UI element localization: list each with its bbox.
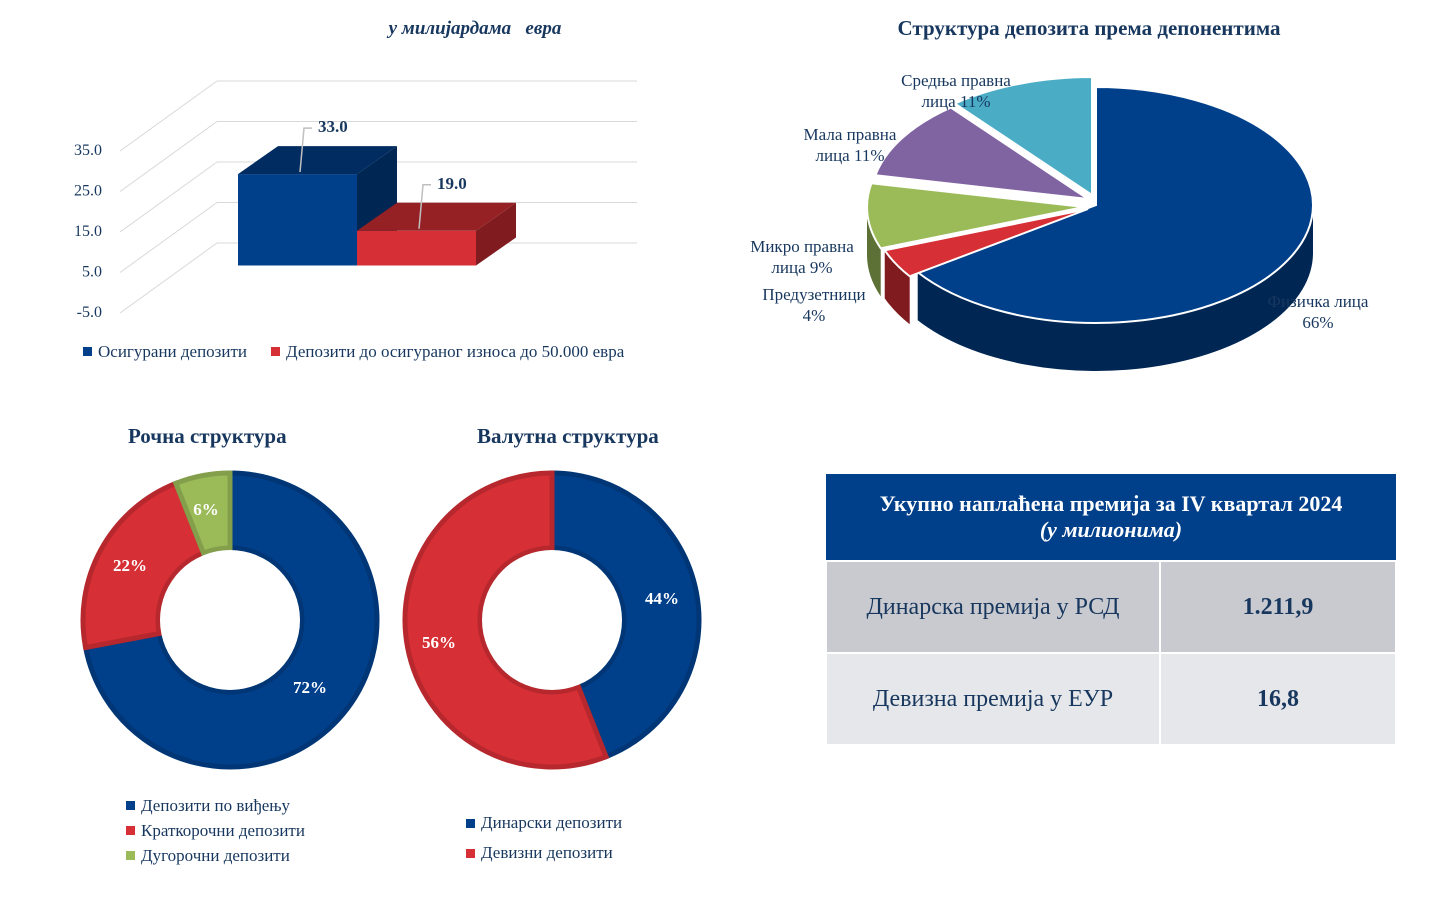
gridline-depth [119,121,218,192]
table-row: Девизна премија у ЕУР 16,8 [825,652,1397,746]
donut-slice [172,470,233,557]
legend-swatch [126,801,135,810]
pie3d-label: Средња правна [901,71,1011,90]
legend-label: Осигурани депозити [98,341,248,361]
insured-deposits-chart: 35.0 25.0 15.0 5.0 -5.0 33.0 19.0 у милијарда… [0,0,700,380]
pie3d-label: Микро правна [750,237,854,256]
pie3d-label-value: лица 11% [921,92,990,111]
pie3d-slice [874,106,1089,200]
y-tick-label: 5.0 [82,264,102,281]
donut-slice [80,480,207,651]
legend-swatch [126,851,135,860]
currency-donut-svg: 44% 56% [402,470,702,770]
premium-value-dinar: 1.211,9 [1159,560,1397,654]
bar-data-label: 33.0 [318,117,348,136]
legend-swatch [271,347,281,356]
legend-item-short-term: Краткорочни депозити [126,818,305,843]
donut-slice [549,470,702,760]
gridline-depth [119,202,218,273]
legend-label: Краткорочни депозити [141,820,305,840]
y-tick-label: 15.0 [74,223,102,240]
donut-slice [82,470,380,770]
pie3d-slice [952,75,1093,197]
donut-data-label: 56% [422,633,456,652]
table-row: Динарска премија у РСД 1.211,9 [825,560,1397,654]
premium-label-fx: Девизна премија у ЕУР [825,652,1161,746]
pie3d-svg: Структура депозита према депонентима Физ… [750,16,1369,371]
depositors-structure-chart: Структура депозита према депонентима Физ… [700,0,1436,400]
donut-data-label: 6% [193,500,219,519]
donut-data-label: 22% [113,556,147,575]
pie3d-slice-side [917,205,1313,371]
pie3d-slice [883,208,1089,278]
currency-chart-title: Валутна структура [477,424,659,448]
pie3d-slice [866,182,1085,250]
bar-chart-svg: 35.0 25.0 15.0 5.0 -5.0 33.0 19.0 у милијарда… [74,18,637,321]
maturity-legend: Депозити по виђењу Краткорочни депозити … [126,793,305,868]
pie3d-slice [915,85,1314,324]
bar-chart-legend: Осигурани депозити Депозити до осигурано… [83,339,624,364]
pie3d-label: Физичка лица [1268,292,1369,311]
donut-hole [160,550,300,690]
legend-swatch [466,818,475,828]
bar-front [357,230,476,266]
legend-item-sight: Депозити по виђењу [126,793,305,818]
legend-label: Депозити по виђењу [141,795,291,815]
legend-label: Депозити до осигураног износа до 50.000 … [286,341,625,361]
donut-hole [482,550,622,690]
legend-item-insured: Осигурани депозити [83,339,247,364]
bar-chart-title: у милијардама евра [387,18,562,39]
pie3d-label: Предузетници [762,285,865,304]
premium-value-fx: 16,8 [1159,652,1397,746]
y-tick-label: 35.0 [74,142,102,159]
bar-label-leader [299,127,312,173]
bar-side [476,202,516,266]
y-tick-label: -5.0 [77,304,102,321]
legend-item-dinar: Динарски депозити [466,808,622,838]
pie3d-label: Мала правна [804,125,897,144]
legend-swatch [126,826,135,835]
bar-front [238,174,357,266]
y-tick-label: 25.0 [74,183,102,200]
donut-slice [402,470,610,770]
bar-label-leader [418,184,431,229]
maturity-donut-svg: 72% 22% 6% [80,470,380,770]
gridline-depth [119,80,218,152]
pie3d-slice-side [884,250,910,325]
gridline-depth [119,242,218,314]
bar-data-label: 19.0 [437,174,467,193]
pie3d-label-value: лица 11% [815,146,884,165]
currency-donut: 44% 56% [382,455,722,795]
premium-subtitle-text: (у милионима) [1039,517,1183,542]
pie3d-label-value: 66% [1302,313,1333,332]
premium-label-dinar: Динарска премија у РСД [825,560,1161,654]
premium-title-text: Укупно наплаћена премија за IV квартал 2… [879,491,1343,516]
legend-label: Дугорочни депозити [141,845,290,865]
depositors-chart-title: Структура депозита према депонентима [898,16,1281,40]
gridline-depth [119,161,218,233]
maturity-donut: 72% 22% 6% [60,455,400,795]
legend-label: Динарски депозити [481,813,623,832]
legend-swatch [466,848,475,858]
premium-table-title: Укупно наплаћена премија за IV квартал 2… [826,474,1396,561]
legend-item-long-term: Дугорочни депозити [126,843,305,868]
premium-table: Укупно наплаћена премија за IV квартал 2… [825,474,1397,746]
donut-data-label: 72% [293,678,327,697]
pie3d-label-value: 4% [803,306,826,325]
bar-top [357,202,516,231]
legend-item-up-to-50000: Депозити до осигураног износа до 50.000 … [271,339,624,364]
donut-data-label: 44% [645,589,679,608]
pie3d-label-value: лица 9% [771,258,832,277]
currency-legend: Динарски депозити Девизни депозити [466,808,622,868]
maturity-chart-title: Рочна структура [128,424,287,448]
legend-swatch [83,347,92,356]
premium-table-header: Укупно наплаћена премија за IV квартал 2… [826,474,1396,561]
bar-top [238,146,397,175]
legend-item-fx: Девизни депозити [466,838,622,868]
legend-label: Девизни депозити [481,843,613,862]
